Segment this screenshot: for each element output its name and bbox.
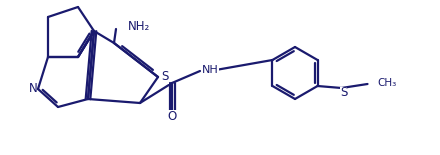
Text: O: O [167, 109, 176, 122]
Text: S: S [340, 86, 347, 100]
Text: N: N [29, 82, 37, 95]
Text: NH: NH [202, 65, 219, 75]
Text: CH₃: CH₃ [378, 78, 397, 88]
Text: S: S [161, 71, 169, 84]
Text: NH₂: NH₂ [128, 20, 150, 33]
